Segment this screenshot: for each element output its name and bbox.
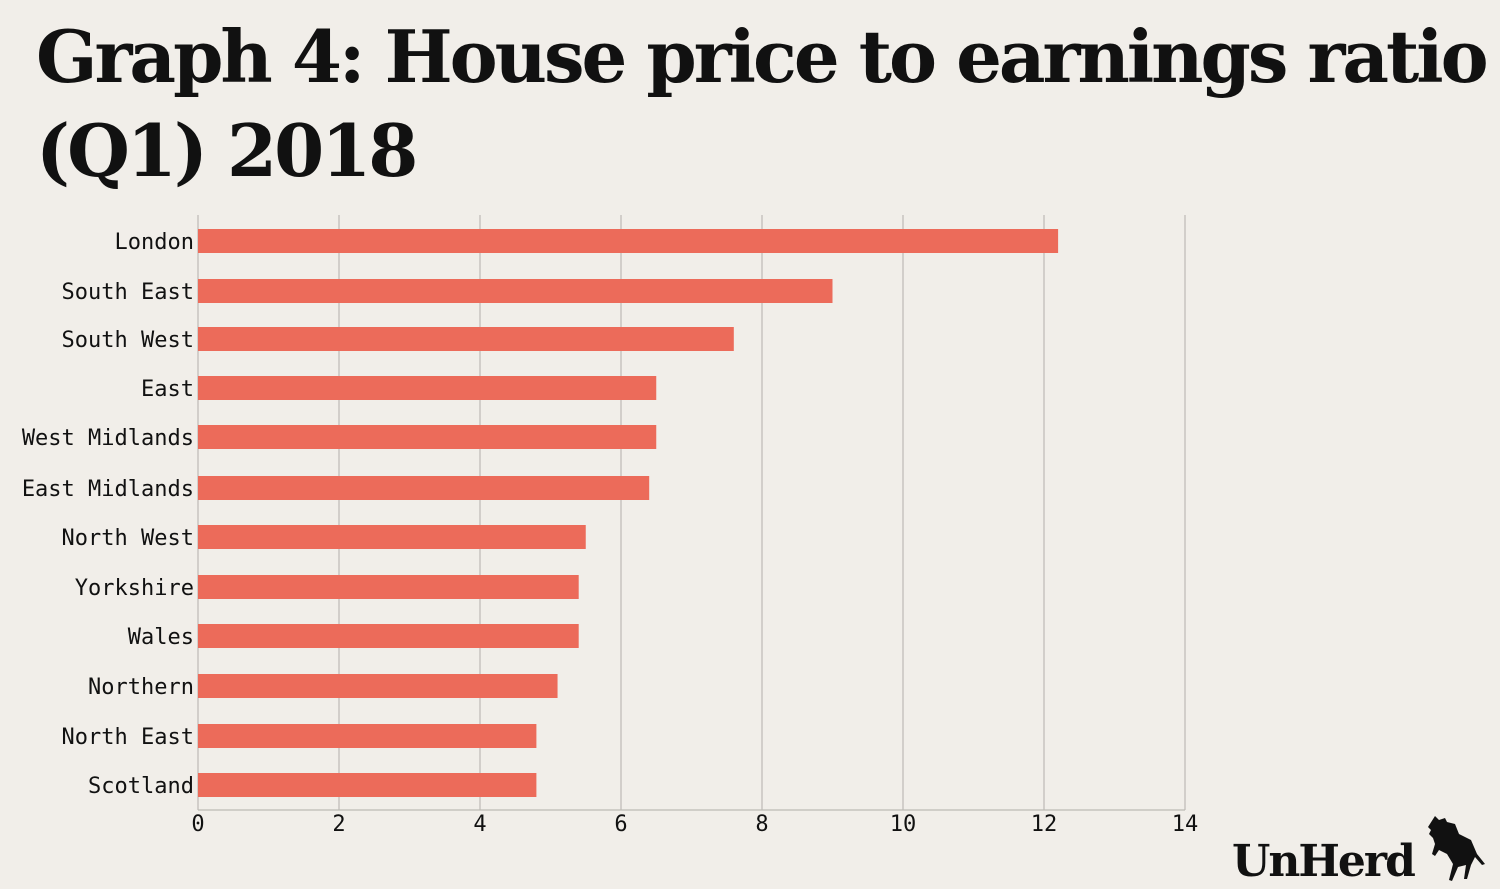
bar-north-east <box>198 724 537 748</box>
x-tick-label: 4 <box>473 812 486 837</box>
category-label: North East <box>62 725 194 750</box>
bar-scotland <box>198 773 537 797</box>
category-label: Northern <box>88 675 194 700</box>
bar-west-midlands <box>198 425 657 449</box>
category-label: London <box>115 230 194 255</box>
category-label: South East <box>62 280 194 305</box>
bar-northern <box>198 674 558 698</box>
bar-wales <box>198 624 579 648</box>
x-tick-label: 0 <box>191 812 204 837</box>
category-label: West Midlands <box>22 426 194 451</box>
x-tick-label: 6 <box>614 812 627 837</box>
category-label: Wales <box>128 625 194 650</box>
category-label: East Midlands <box>22 477 194 502</box>
x-tick-label: 8 <box>755 812 768 837</box>
x-tick-label: 2 <box>332 812 345 837</box>
bar-north-west <box>198 525 586 549</box>
category-label: North West <box>62 526 194 551</box>
category-label: South West <box>62 328 194 353</box>
x-tick-label: 14 <box>1172 812 1199 837</box>
bar-east <box>198 376 657 400</box>
bar-south-east <box>198 279 833 303</box>
category-label: Yorkshire <box>75 576 194 601</box>
category-label: Scotland <box>88 774 194 799</box>
bar-yorkshire <box>198 575 579 599</box>
bar-east-midlands <box>198 476 650 500</box>
logo-text: UnHerd <box>1232 836 1416 887</box>
category-label: East <box>141 377 194 402</box>
x-tick-label: 10 <box>890 812 917 837</box>
chart-title: Graph 4: House price to earnings ratio (… <box>36 14 1489 193</box>
bar-london <box>198 229 1059 253</box>
bull-icon <box>1428 816 1485 881</box>
bar-south-west <box>198 327 734 351</box>
x-tick-label: 12 <box>1031 812 1058 837</box>
